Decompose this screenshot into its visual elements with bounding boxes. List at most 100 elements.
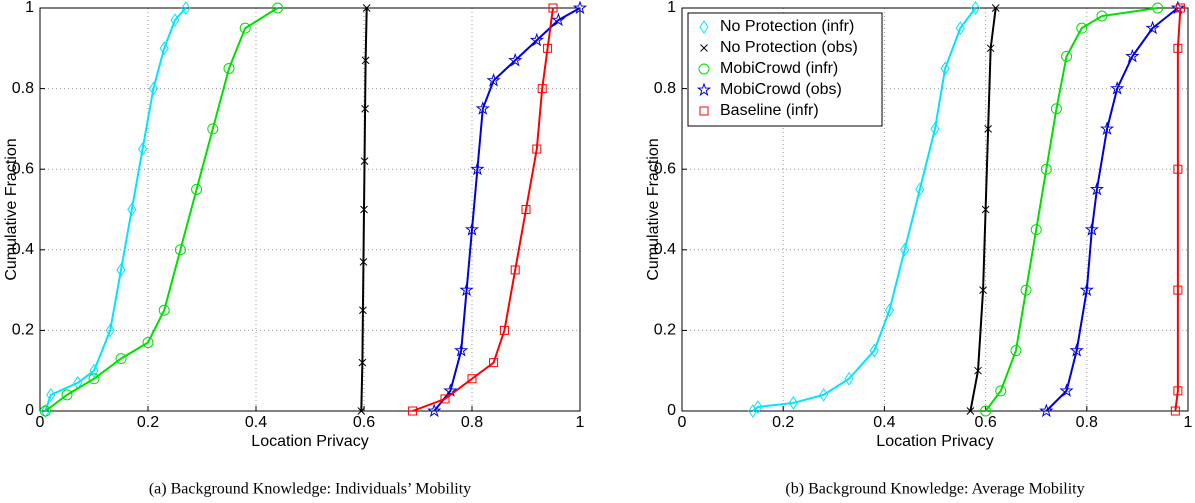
marker bbox=[844, 371, 854, 386]
legend-marker bbox=[700, 44, 708, 52]
marker bbox=[981, 205, 990, 214]
marker bbox=[1109, 81, 1125, 95]
x-tick-label: 0.8 bbox=[461, 414, 483, 431]
marker bbox=[174, 244, 186, 256]
marker bbox=[137, 142, 148, 156]
marker bbox=[966, 407, 975, 415]
x-tick-label: 0.2 bbox=[772, 414, 794, 431]
marker bbox=[1099, 121, 1115, 135]
marker bbox=[105, 323, 115, 338]
y-tick-label: 0.2 bbox=[12, 322, 34, 339]
series-line bbox=[1174, 7, 1182, 412]
x-tick-label: 1 bbox=[576, 414, 585, 431]
marker bbox=[1069, 343, 1084, 357]
marker bbox=[360, 157, 369, 165]
marker bbox=[1010, 345, 1022, 357]
legend-marker bbox=[698, 63, 710, 75]
y-tick-label: 0.8 bbox=[654, 80, 676, 97]
x-axis-label: Location Privacy bbox=[251, 433, 368, 450]
x-tick-label: 0 bbox=[36, 414, 45, 431]
marker bbox=[181, 1, 191, 15]
legend-marker bbox=[699, 106, 709, 116]
marker bbox=[362, 4, 371, 12]
marker bbox=[986, 44, 995, 53]
marker bbox=[467, 374, 477, 384]
marker bbox=[984, 125, 992, 133]
y-tick-label: 0.6 bbox=[654, 160, 676, 177]
x-tick-label: 0.8 bbox=[1076, 414, 1098, 431]
marker bbox=[1173, 43, 1183, 53]
marker bbox=[1050, 103, 1062, 115]
marker bbox=[115, 353, 127, 365]
marker bbox=[869, 343, 879, 358]
marker bbox=[1076, 22, 1088, 34]
marker bbox=[361, 56, 370, 65]
marker bbox=[459, 282, 474, 297]
plot-frame bbox=[39, 7, 581, 412]
marker bbox=[39, 405, 51, 417]
marker bbox=[955, 21, 965, 36]
marker bbox=[361, 104, 369, 113]
y-axis-label: Cumulative Fraction bbox=[3, 138, 20, 280]
y-tick-label: 1 bbox=[25, 0, 34, 16]
series-line bbox=[44, 7, 187, 412]
marker bbox=[788, 396, 798, 410]
x-tick-label: 0.4 bbox=[245, 414, 267, 431]
marker bbox=[915, 182, 925, 197]
series-line bbox=[969, 7, 997, 412]
marker bbox=[1175, 3, 1185, 13]
marker bbox=[443, 383, 458, 397]
legend-label: MobiCrowd (infr) bbox=[720, 60, 838, 77]
marker bbox=[1170, 0, 1186, 15]
series-line bbox=[433, 7, 581, 412]
marker bbox=[207, 123, 219, 135]
series-line bbox=[1045, 7, 1179, 412]
marker bbox=[884, 303, 895, 318]
marker bbox=[159, 41, 169, 56]
marker bbox=[548, 3, 558, 13]
marker bbox=[1096, 10, 1108, 22]
series-line bbox=[44, 7, 279, 412]
caption: (a) Background Knowledge: Individuals’ M… bbox=[149, 481, 471, 498]
marker bbox=[88, 373, 100, 385]
legend-label: No Protection (obs) bbox=[720, 39, 858, 56]
marker bbox=[537, 84, 547, 94]
legend-label: MobiCrowd (obs) bbox=[720, 81, 842, 98]
marker bbox=[116, 263, 126, 277]
marker bbox=[158, 304, 170, 316]
marker bbox=[753, 400, 763, 414]
marker bbox=[427, 403, 442, 418]
marker bbox=[974, 366, 982, 375]
marker bbox=[1089, 181, 1105, 196]
marker bbox=[357, 407, 366, 415]
legend-marker bbox=[696, 82, 712, 97]
marker bbox=[1020, 284, 1032, 296]
marker bbox=[529, 32, 544, 47]
marker bbox=[46, 387, 56, 402]
marker bbox=[1061, 50, 1073, 62]
legend-box bbox=[687, 12, 883, 127]
marker bbox=[239, 22, 251, 34]
marker bbox=[359, 258, 368, 266]
x-tick-label: 1 bbox=[1184, 414, 1193, 431]
marker bbox=[510, 265, 520, 275]
marker bbox=[89, 363, 99, 378]
marker bbox=[572, 0, 588, 15]
marker bbox=[142, 336, 154, 348]
y-tick-label: 0.2 bbox=[654, 322, 676, 339]
marker bbox=[930, 121, 940, 136]
marker bbox=[61, 389, 73, 401]
marker bbox=[1145, 20, 1160, 35]
y-tick-label: 0 bbox=[667, 402, 676, 419]
y-tick-label: 0.4 bbox=[654, 241, 676, 258]
marker bbox=[995, 385, 1007, 397]
marker bbox=[1173, 164, 1183, 174]
y-tick-label: 0.4 bbox=[12, 241, 34, 258]
legend-label: Baseline (infr) bbox=[720, 102, 819, 119]
marker bbox=[1040, 163, 1052, 175]
marker bbox=[521, 205, 531, 214]
marker bbox=[486, 73, 501, 87]
marker bbox=[499, 325, 509, 335]
marker bbox=[489, 358, 499, 368]
marker bbox=[1084, 222, 1100, 236]
